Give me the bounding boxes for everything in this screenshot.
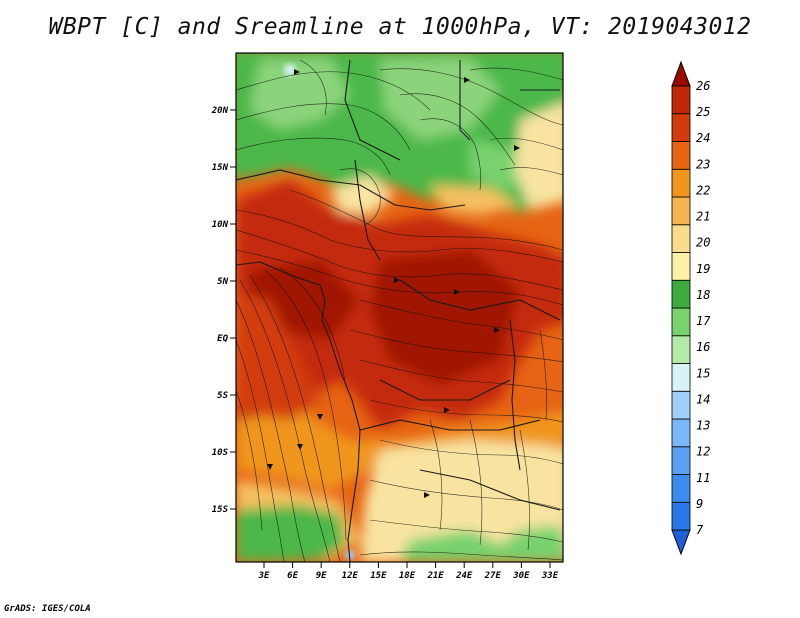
lon-tick-label: 9E <box>316 571 327 581</box>
colorbar-swatch <box>671 335 691 364</box>
colorbar-label: 16 <box>696 340 710 354</box>
colorbar: 7 9 11 12 13 14 15 16 17 18 19 20 21 22 23 24 25 26 <box>671 60 711 556</box>
lat-tick-label: 10S <box>212 448 229 458</box>
colorbar-swatch <box>671 85 691 115</box>
colorbar-swatch <box>671 418 691 448</box>
credit-label: GrADS: IGES/COLA <box>4 604 91 614</box>
lon-tick-label: 15E <box>370 571 387 581</box>
lat-tick-label: 5S <box>217 391 228 401</box>
colorbar-swatch <box>671 224 691 253</box>
colorbar-swatch <box>671 113 691 142</box>
map-title: WBPT [C] and Sreamline at 1000hPa, VT: 2… <box>48 14 752 40</box>
colorbar-label: 14 <box>696 392 710 406</box>
colorbar-label: 24 <box>696 131 710 145</box>
lat-tick-label: EQ <box>217 334 228 344</box>
colorbar-label: 21 <box>696 210 710 224</box>
colorbar-label: 22 <box>696 183 710 197</box>
lon-tick-label: 33E <box>541 571 559 581</box>
colorbar-swatch <box>671 446 691 475</box>
lon-tick-label: 30E <box>512 571 530 581</box>
colorbar-swatch <box>671 279 691 309</box>
lon-tick-label: 24E <box>455 571 473 581</box>
colorbar-label: 17 <box>696 314 711 328</box>
colorbar-label: 7 <box>696 523 704 537</box>
colorbar-swatch <box>671 168 691 198</box>
map-frame <box>235 52 564 563</box>
lat-tick-label: 5N <box>217 277 228 287</box>
colorbar-swatch <box>671 307 691 337</box>
colorbar-swatch <box>671 474 691 503</box>
colorbar-label: 9 <box>696 497 703 511</box>
lat-tick-label: 15N <box>212 163 229 173</box>
wbpt-field <box>236 53 563 562</box>
colorbar-label: 25 <box>696 105 710 119</box>
colorbar-label: 11 <box>696 471 710 485</box>
colorbar-max-triangle <box>671 60 691 87</box>
lon-tick-label: 6E <box>287 571 298 581</box>
lon-tick-label: 18E <box>399 571 416 581</box>
colorbar-swatch <box>671 390 691 420</box>
lon-tick-label: 21E <box>426 571 444 581</box>
colorbar-label: 15 <box>696 366 710 380</box>
colorbar-label: 18 <box>696 288 710 302</box>
colorbar-swatch <box>671 501 691 531</box>
lat-tick-label: 20N <box>211 106 229 116</box>
lon-tick-label: 27E <box>484 571 502 581</box>
colorbar-label: 23 <box>696 157 710 171</box>
lat-tick-label: 10N <box>212 220 229 230</box>
colorbar-label: 13 <box>696 419 710 433</box>
colorbar-swatch <box>671 252 691 281</box>
lat-tick-label: 15S <box>212 505 229 515</box>
colorbar-label: 12 <box>696 445 710 459</box>
colorbar-label: 20 <box>696 236 710 250</box>
latitude-axis: 20N 15N 10N 5N EQ 5S 10S 15S <box>211 106 236 515</box>
colorbar-label: 19 <box>696 262 710 276</box>
colorbar-swatch <box>671 363 691 392</box>
colorbar-swatch <box>671 141 691 170</box>
lon-tick-label: 12E <box>342 571 359 581</box>
colorbar-swatch <box>671 196 691 226</box>
colorbar-label: 26 <box>696 79 710 93</box>
colorbar-min-triangle <box>671 529 691 556</box>
lon-tick-label: 3E <box>258 571 270 581</box>
longitude-axis: 3E 6E 9E 12E 15E 18E 21E 24E 27E 30E 33E <box>258 562 559 581</box>
